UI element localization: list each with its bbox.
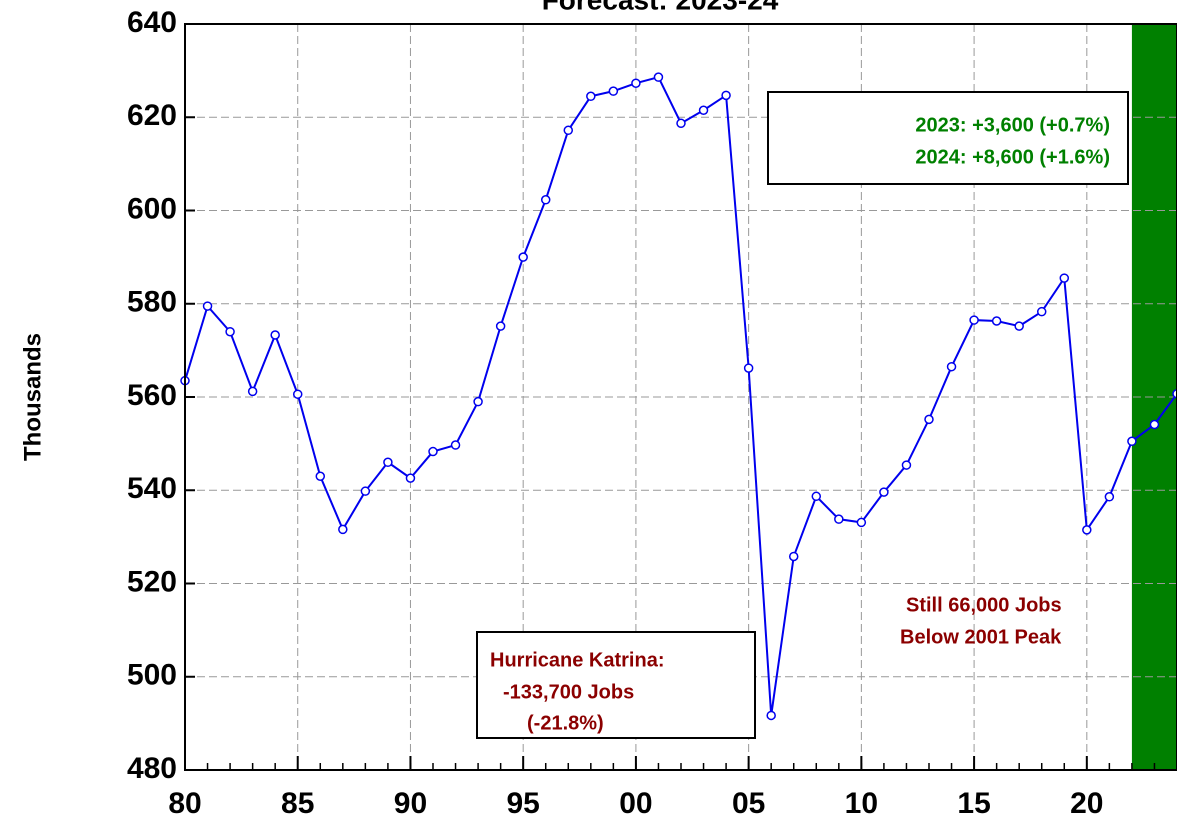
data-point: [653, 72, 664, 82]
x-tick-label: 85: [281, 787, 314, 820]
data-point: [586, 91, 596, 102]
data-point: [405, 473, 416, 483]
data-point: [901, 460, 912, 470]
x-tick-label: 00: [619, 787, 652, 820]
data-point: [1014, 321, 1024, 331]
data-point: [428, 446, 438, 457]
data-point: [856, 517, 867, 528]
annotation-text: 2023: +3,600 (+0.7%): [915, 114, 1110, 136]
data-point: [969, 315, 979, 325]
data-point: [292, 389, 303, 399]
data-point: [202, 301, 213, 311]
annotation-box: [476, 631, 756, 739]
data-point: [540, 195, 551, 205]
data-point: [811, 491, 822, 502]
data-point: [450, 440, 461, 450]
data-point: [563, 125, 574, 136]
annotation-text: Still 66,000 Jobs: [906, 594, 1062, 616]
y-tick-label: 540: [127, 472, 177, 505]
annotation-text: (-21.8%): [527, 712, 604, 734]
x-tick-label: 95: [506, 787, 539, 820]
y-axis-label: Thousands: [19, 333, 46, 461]
y-tick-label: 620: [127, 99, 177, 132]
data-point: [383, 457, 393, 468]
data-point: [225, 326, 235, 337]
data-point: [495, 321, 506, 331]
data-point: [766, 710, 776, 721]
data-point: [743, 363, 754, 373]
data-point: [1059, 273, 1070, 283]
data-point: [1127, 436, 1137, 447]
annotation-box: [767, 91, 1129, 185]
data-point: [360, 486, 371, 496]
data-point: [834, 514, 844, 524]
data-point: [676, 118, 686, 129]
data-point: [721, 90, 731, 101]
data-point: [924, 414, 934, 425]
annotation-text: Hurricane Katrina:: [490, 649, 665, 671]
data-point: [1149, 419, 1160, 430]
x-tick-label: 80: [168, 787, 201, 820]
x-tick-label: 15: [957, 787, 990, 820]
data-point: [1104, 492, 1115, 502]
annotation-text: 2024: +8,600 (+1.6%): [915, 146, 1110, 168]
data-point: [879, 487, 889, 497]
x-tick-label: 20: [1070, 787, 1103, 820]
x-tick-label: 05: [732, 787, 765, 820]
y-tick-label: 500: [127, 659, 177, 692]
y-tick-label: 560: [127, 379, 177, 412]
y-tick-label: 640: [127, 6, 177, 39]
data-point: [270, 330, 280, 340]
data-point: [991, 316, 1002, 326]
data-point: [315, 471, 326, 482]
y-tick-label: 580: [127, 286, 177, 319]
y-tick-label: 520: [127, 565, 177, 598]
data-point: [1082, 525, 1092, 535]
x-tick-label: 10: [845, 787, 878, 820]
chart-title: Forecast: 2023-24: [542, 0, 779, 15]
data-point: [946, 361, 957, 372]
x-tick-label: 90: [394, 787, 427, 820]
annotation-text: -133,700 Jobs: [503, 681, 634, 703]
data-point: [247, 386, 258, 397]
annotation-text: Below 2001 Peak: [900, 626, 1062, 648]
data-point: [631, 78, 641, 88]
data-point: [608, 86, 619, 96]
data-point: [1036, 306, 1047, 317]
plot-frame: [184, 23, 1177, 771]
data-point: [518, 252, 528, 262]
y-tick-label: 600: [127, 192, 177, 225]
data-point: [338, 524, 348, 535]
data-point: [788, 551, 799, 562]
y-tick-label: 480: [127, 752, 177, 785]
data-point: [698, 105, 709, 116]
data-point: [473, 396, 483, 407]
